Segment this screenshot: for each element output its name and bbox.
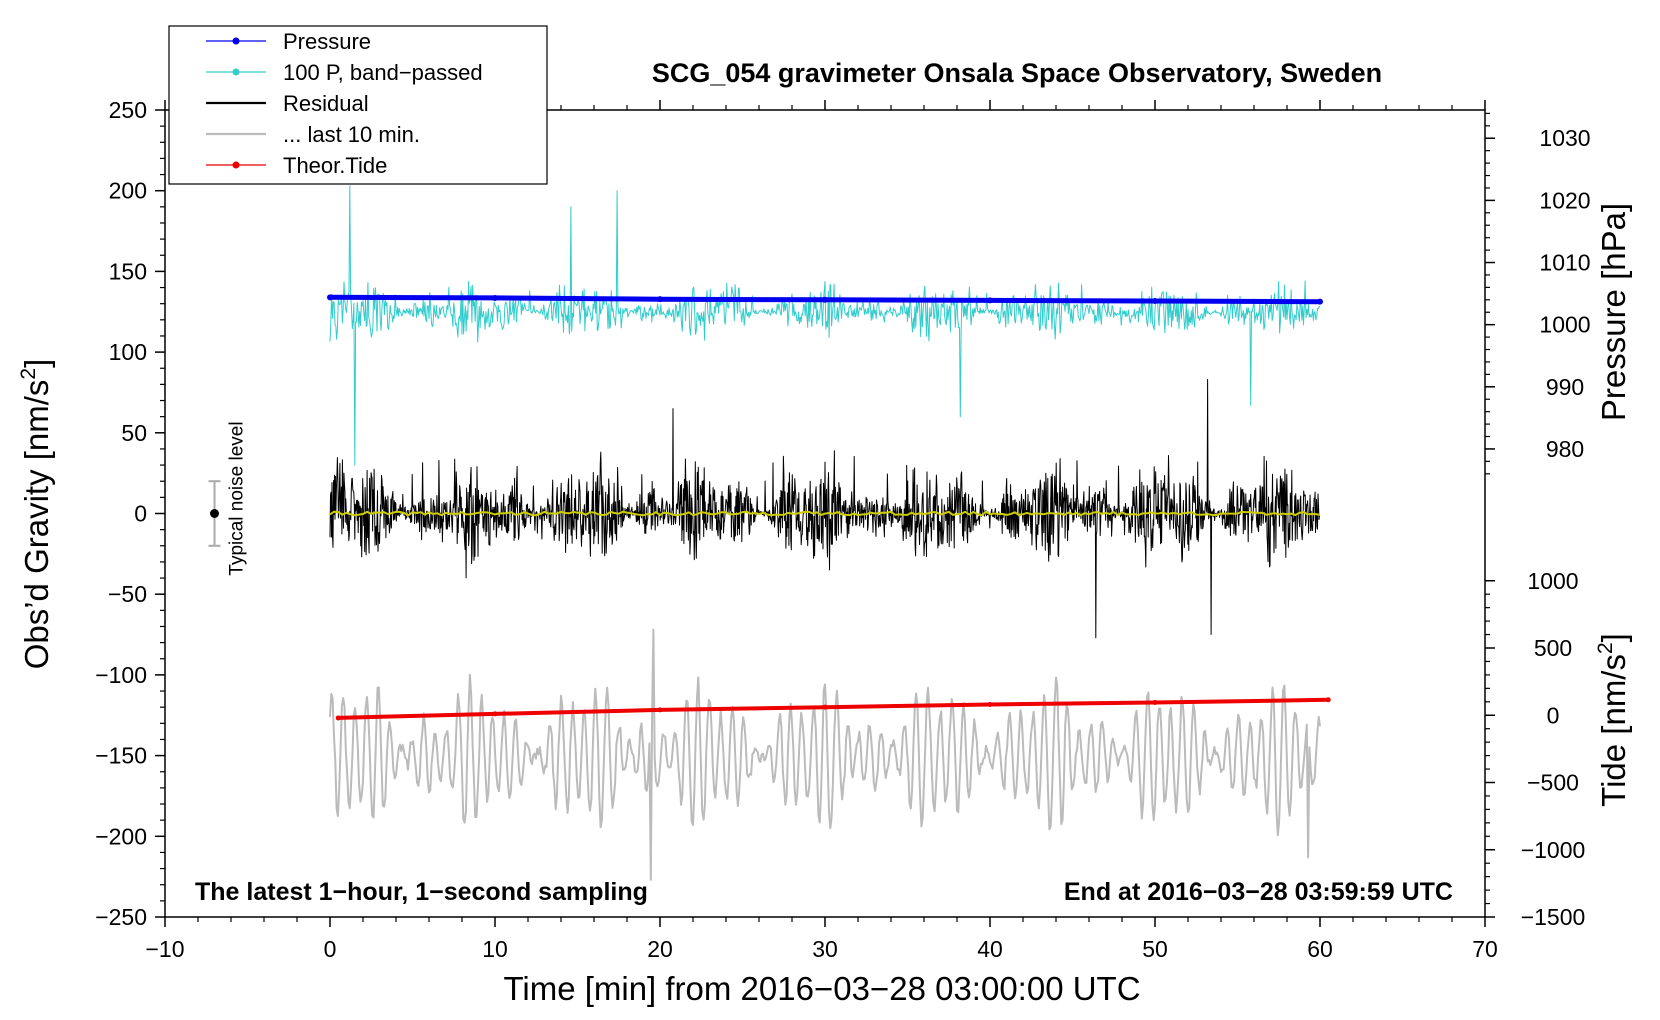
legend-label: Pressure: [283, 29, 371, 54]
y-tick-label: 0: [134, 501, 147, 527]
noise-bar: Typical noise level: [208, 421, 248, 576]
y-axis-title-tide: Tide [nm/s2]: [1594, 633, 1632, 807]
pressure-tick-label: 980: [1546, 436, 1584, 462]
y-tick-label: −100: [95, 662, 147, 688]
legend-entry: Pressure: [206, 29, 371, 54]
legend-swatch-dot: [232, 161, 240, 169]
data-traces: [327, 185, 1331, 881]
chart-title: SCG_054 gravimeter Onsala Space Observat…: [652, 58, 1382, 88]
y-axis-title-left-end: ]: [18, 359, 55, 368]
pressure-point: [987, 297, 993, 304]
annotation-bottom-left: The latest 1−hour, 1−second sampling: [195, 878, 648, 906]
legend-entry: Residual: [206, 91, 369, 116]
tide-point: [657, 707, 663, 713]
tide-point: [1152, 699, 1158, 705]
y-tick-label: 100: [109, 339, 147, 365]
pressure-tick-label: 1030: [1539, 125, 1590, 151]
tide-tick-label: 1000: [1527, 568, 1578, 594]
y-axis-title-tide-end: ]: [1595, 633, 1632, 642]
tide-tick-label: 500: [1534, 635, 1572, 661]
x-tick-label: 70: [1472, 936, 1498, 962]
x-tick-label: 30: [812, 936, 838, 962]
legend: Pressure 100 P, band−passed Residual ... la…: [168, 25, 548, 185]
pressure-tick-label: 1020: [1539, 187, 1590, 213]
legend-entry: 100 P, band−passed: [206, 60, 483, 85]
y-tick-label: −200: [95, 823, 147, 849]
pressure-point: [822, 296, 828, 303]
legend-entry: Theor.Tide: [206, 153, 387, 178]
y-axis-title-tide-main: Tide [nm/s: [1595, 654, 1632, 807]
y-axis-title-tide-sup: 2: [1594, 642, 1617, 654]
x-tick-label: 40: [977, 936, 1003, 962]
legend-label: 100 P, band−passed: [283, 60, 483, 85]
tide-point: [987, 701, 993, 707]
tide-tick-label: 0: [1547, 702, 1560, 728]
tide-tick-label: −1000: [1521, 837, 1586, 863]
series-last-10-min: [329, 628, 1321, 881]
legend-label: Residual: [283, 91, 369, 116]
noise-level-label: Typical noise level: [227, 421, 248, 575]
axes: −10 0 10 20 30 40 50 60 70250200150100500−50−100…: [95, 97, 1590, 962]
pressure-point: [327, 294, 333, 301]
legend-label: Theor.Tide: [283, 153, 387, 178]
y-tick-label: 250: [109, 97, 147, 123]
pressure-tick-label: 990: [1546, 374, 1584, 400]
legend-items: Pressure 100 P, band−passed Residual ... la…: [206, 29, 483, 178]
series-band-passed-pressure: [329, 185, 1321, 466]
legend-entry: ... last 10 min.: [206, 122, 420, 147]
legend-swatch-dot: [232, 68, 240, 76]
x-tick-label: −10: [145, 936, 184, 962]
legend-swatch-dot: [232, 37, 240, 45]
x-tick-label: 10: [482, 936, 508, 962]
y-tick-label: 150: [109, 258, 147, 284]
series-residual: [329, 379, 1320, 639]
pressure-point: [1317, 298, 1323, 305]
annotation-bottom-right: End at 2016−03−28 03:59:59 UTC: [1064, 878, 1453, 906]
y-tick-label: 200: [109, 178, 147, 204]
tide-point: [1325, 697, 1331, 703]
pressure-point: [1152, 298, 1158, 305]
x-tick-label: 0: [324, 936, 337, 962]
y-axis-title-left: Obs’d Gravity [nm/s2]: [17, 359, 55, 670]
x-tick-label: 20: [647, 936, 673, 962]
x-tick-label: 50: [1142, 936, 1168, 962]
y-axis-title-left-main: Obs’d Gravity [nm/s: [18, 380, 55, 670]
y-axis-title-pressure: Pressure [hPa]: [1595, 203, 1632, 421]
x-tick-label: 60: [1307, 936, 1333, 962]
y-tick-label: −50: [108, 581, 147, 607]
legend-box: [168, 25, 548, 185]
tide-tick-label: −1500: [1521, 904, 1586, 930]
y-tick-label: −250: [95, 904, 147, 930]
x-axis-title: Time [min] from 2016−03−28 03:00:00 UTC: [503, 970, 1140, 1007]
tide-point: [822, 704, 828, 710]
tide-point: [335, 715, 341, 721]
legend-label: ... last 10 min.: [283, 122, 420, 147]
tide-tick-label: −500: [1527, 770, 1579, 796]
noise-bar-dot: [210, 509, 219, 518]
tide-point: [492, 711, 498, 717]
y-tick-label: 50: [121, 420, 147, 446]
pressure-point: [492, 294, 498, 301]
y-axis-title-left-sup: 2: [17, 368, 40, 380]
series-residual-mean: [329, 510, 1321, 517]
pressure-point: [657, 296, 663, 303]
pressure-tick-label: 1000: [1539, 312, 1590, 338]
pressure-tick-label: 1010: [1539, 250, 1590, 276]
y-tick-label: −150: [95, 743, 147, 769]
